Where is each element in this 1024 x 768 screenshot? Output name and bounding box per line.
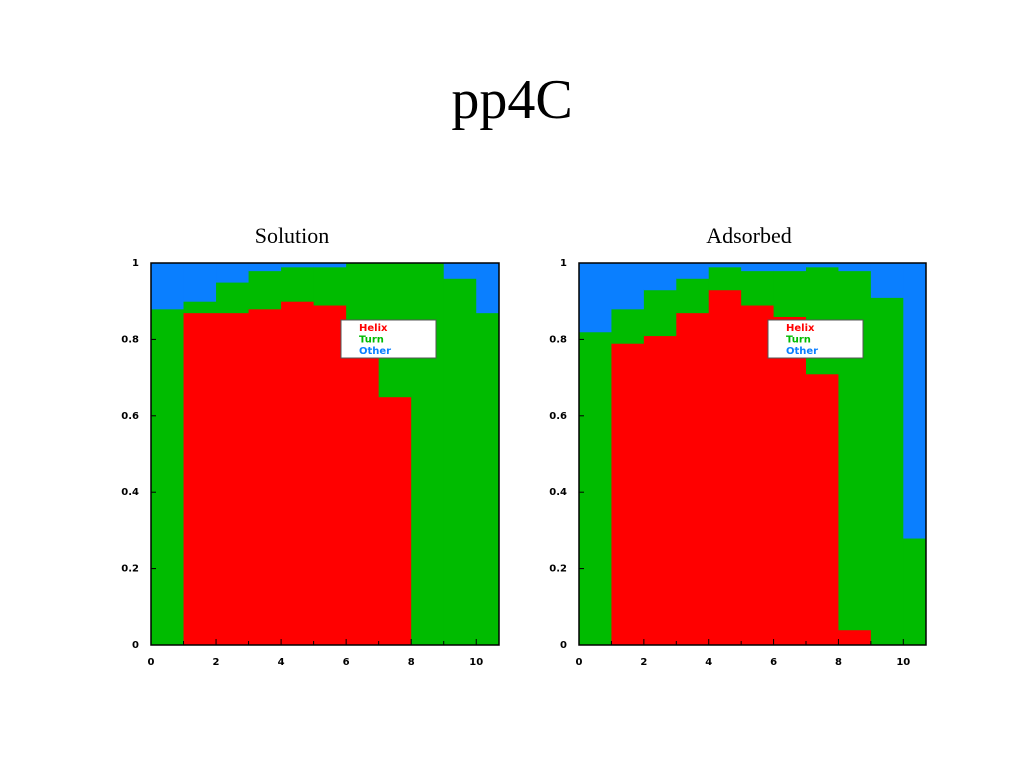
bar-turn-bin-10 <box>903 538 927 646</box>
bar-other-bin-2 <box>216 263 250 283</box>
y-tick-label: 1 <box>132 258 139 269</box>
x-tick-label: 4 <box>705 657 712 668</box>
x-tick-label: 10 <box>896 657 910 668</box>
x-tick-label: 4 <box>278 657 285 668</box>
chart-title-adsorbed: Adsorbed <box>706 223 792 248</box>
y-tick-label: 0.6 <box>549 411 567 422</box>
bar-other-bin-0 <box>579 263 612 333</box>
bar-turn-bin-10 <box>476 312 500 646</box>
bar-helix-bin-6 <box>346 354 380 646</box>
bar-turn-bin-2 <box>216 282 250 314</box>
bar-turn-bin-0 <box>579 331 612 646</box>
bar-other-bin-8 <box>838 263 872 272</box>
bar-other-bin-10 <box>903 263 927 539</box>
bar-helix-bin-2 <box>643 335 677 646</box>
bar-helix-bin-5 <box>741 305 775 646</box>
slide-title: pp4C <box>451 69 573 131</box>
bar-turn-bin-4 <box>708 266 742 291</box>
legend-entry-turn: Turn <box>359 335 384 346</box>
bar-other-bin-3 <box>248 263 282 272</box>
legend-box <box>340 319 437 359</box>
bar-other-bin-0 <box>151 263 185 310</box>
bar-turn-bin-3 <box>676 278 710 314</box>
bar-other-bin-5 <box>313 263 347 268</box>
bar-helix-bin-4 <box>281 301 315 646</box>
y-tick-label: 0.2 <box>121 564 139 575</box>
bar-other-bin-4 <box>708 263 742 268</box>
legend-entry-helix: Helix <box>786 323 815 334</box>
plot-frame <box>578 262 927 646</box>
x-tick-label: 6 <box>343 657 350 668</box>
legend-entry-helix: Helix <box>359 323 388 334</box>
bar-turn-bin-3 <box>248 270 282 310</box>
y-tick-label: 0.8 <box>549 334 567 345</box>
x-tick-label: 6 <box>770 657 777 668</box>
y-tick-label: 0.6 <box>121 411 139 422</box>
y-tick-label: 0.4 <box>121 487 139 498</box>
bar-other-bin-9 <box>870 263 904 298</box>
bar-helix-bin-6 <box>773 316 807 646</box>
bar-turn-bin-9 <box>870 297 904 646</box>
y-tick-label: 0 <box>132 640 139 651</box>
bar-other-bin-4 <box>281 263 315 268</box>
y-tick-label: 1 <box>560 258 567 269</box>
bar-helix-bin-8 <box>838 629 872 646</box>
legend-box <box>767 319 864 359</box>
x-tick-label: 8 <box>408 657 415 668</box>
x-tick-label: 0 <box>576 657 583 668</box>
bar-helix-bin-1 <box>611 343 645 646</box>
legend-entry-other: Other <box>359 346 391 357</box>
bar-turn-bin-2 <box>643 289 677 337</box>
y-tick-label: 0 <box>560 640 567 651</box>
bar-other-bin-1 <box>183 263 217 302</box>
bar-other-bin-1 <box>611 263 645 310</box>
bar-other-bin-7 <box>806 263 839 268</box>
bar-helix-bin-2 <box>216 312 250 646</box>
bar-other-bin-10 <box>476 263 500 314</box>
plot-frame <box>150 262 500 646</box>
y-tick-label: 0.4 <box>549 487 567 498</box>
bar-helix-bin-5 <box>313 305 347 646</box>
bar-helix-bin-1 <box>183 312 217 646</box>
x-tick-label: 2 <box>213 657 220 668</box>
x-tick-label: 0 <box>148 657 155 668</box>
y-tick-label: 0.2 <box>549 564 567 575</box>
bar-turn-bin-5 <box>741 270 775 306</box>
bar-turn-bin-1 <box>183 301 217 314</box>
legend-entry-turn: Turn <box>786 335 811 346</box>
bar-helix-bin-3 <box>676 312 710 646</box>
bar-turn-bin-0 <box>151 308 185 646</box>
bar-other-bin-3 <box>676 263 710 279</box>
bar-helix-bin-7 <box>806 373 839 646</box>
y-tick-label: 0.8 <box>121 334 139 345</box>
bar-other-bin-9 <box>443 263 477 279</box>
bar-turn-bin-5 <box>313 266 347 306</box>
bar-turn-bin-1 <box>611 308 645 344</box>
x-tick-label: 2 <box>640 657 647 668</box>
bar-helix-bin-4 <box>708 289 742 646</box>
bar-turn-bin-9 <box>443 278 477 646</box>
x-tick-label: 8 <box>835 657 842 668</box>
bar-turn-bin-6 <box>773 270 807 317</box>
bar-other-bin-2 <box>643 263 677 291</box>
bar-turn-bin-4 <box>281 266 315 302</box>
bar-other-bin-5 <box>741 263 775 272</box>
chart-title-solution: Solution <box>254 223 330 248</box>
bar-other-bin-6 <box>773 263 807 272</box>
legend-entry-other: Other <box>786 346 818 357</box>
bar-helix-bin-7 <box>378 396 412 646</box>
bar-helix-bin-3 <box>248 308 282 646</box>
x-tick-label: 10 <box>469 657 483 668</box>
